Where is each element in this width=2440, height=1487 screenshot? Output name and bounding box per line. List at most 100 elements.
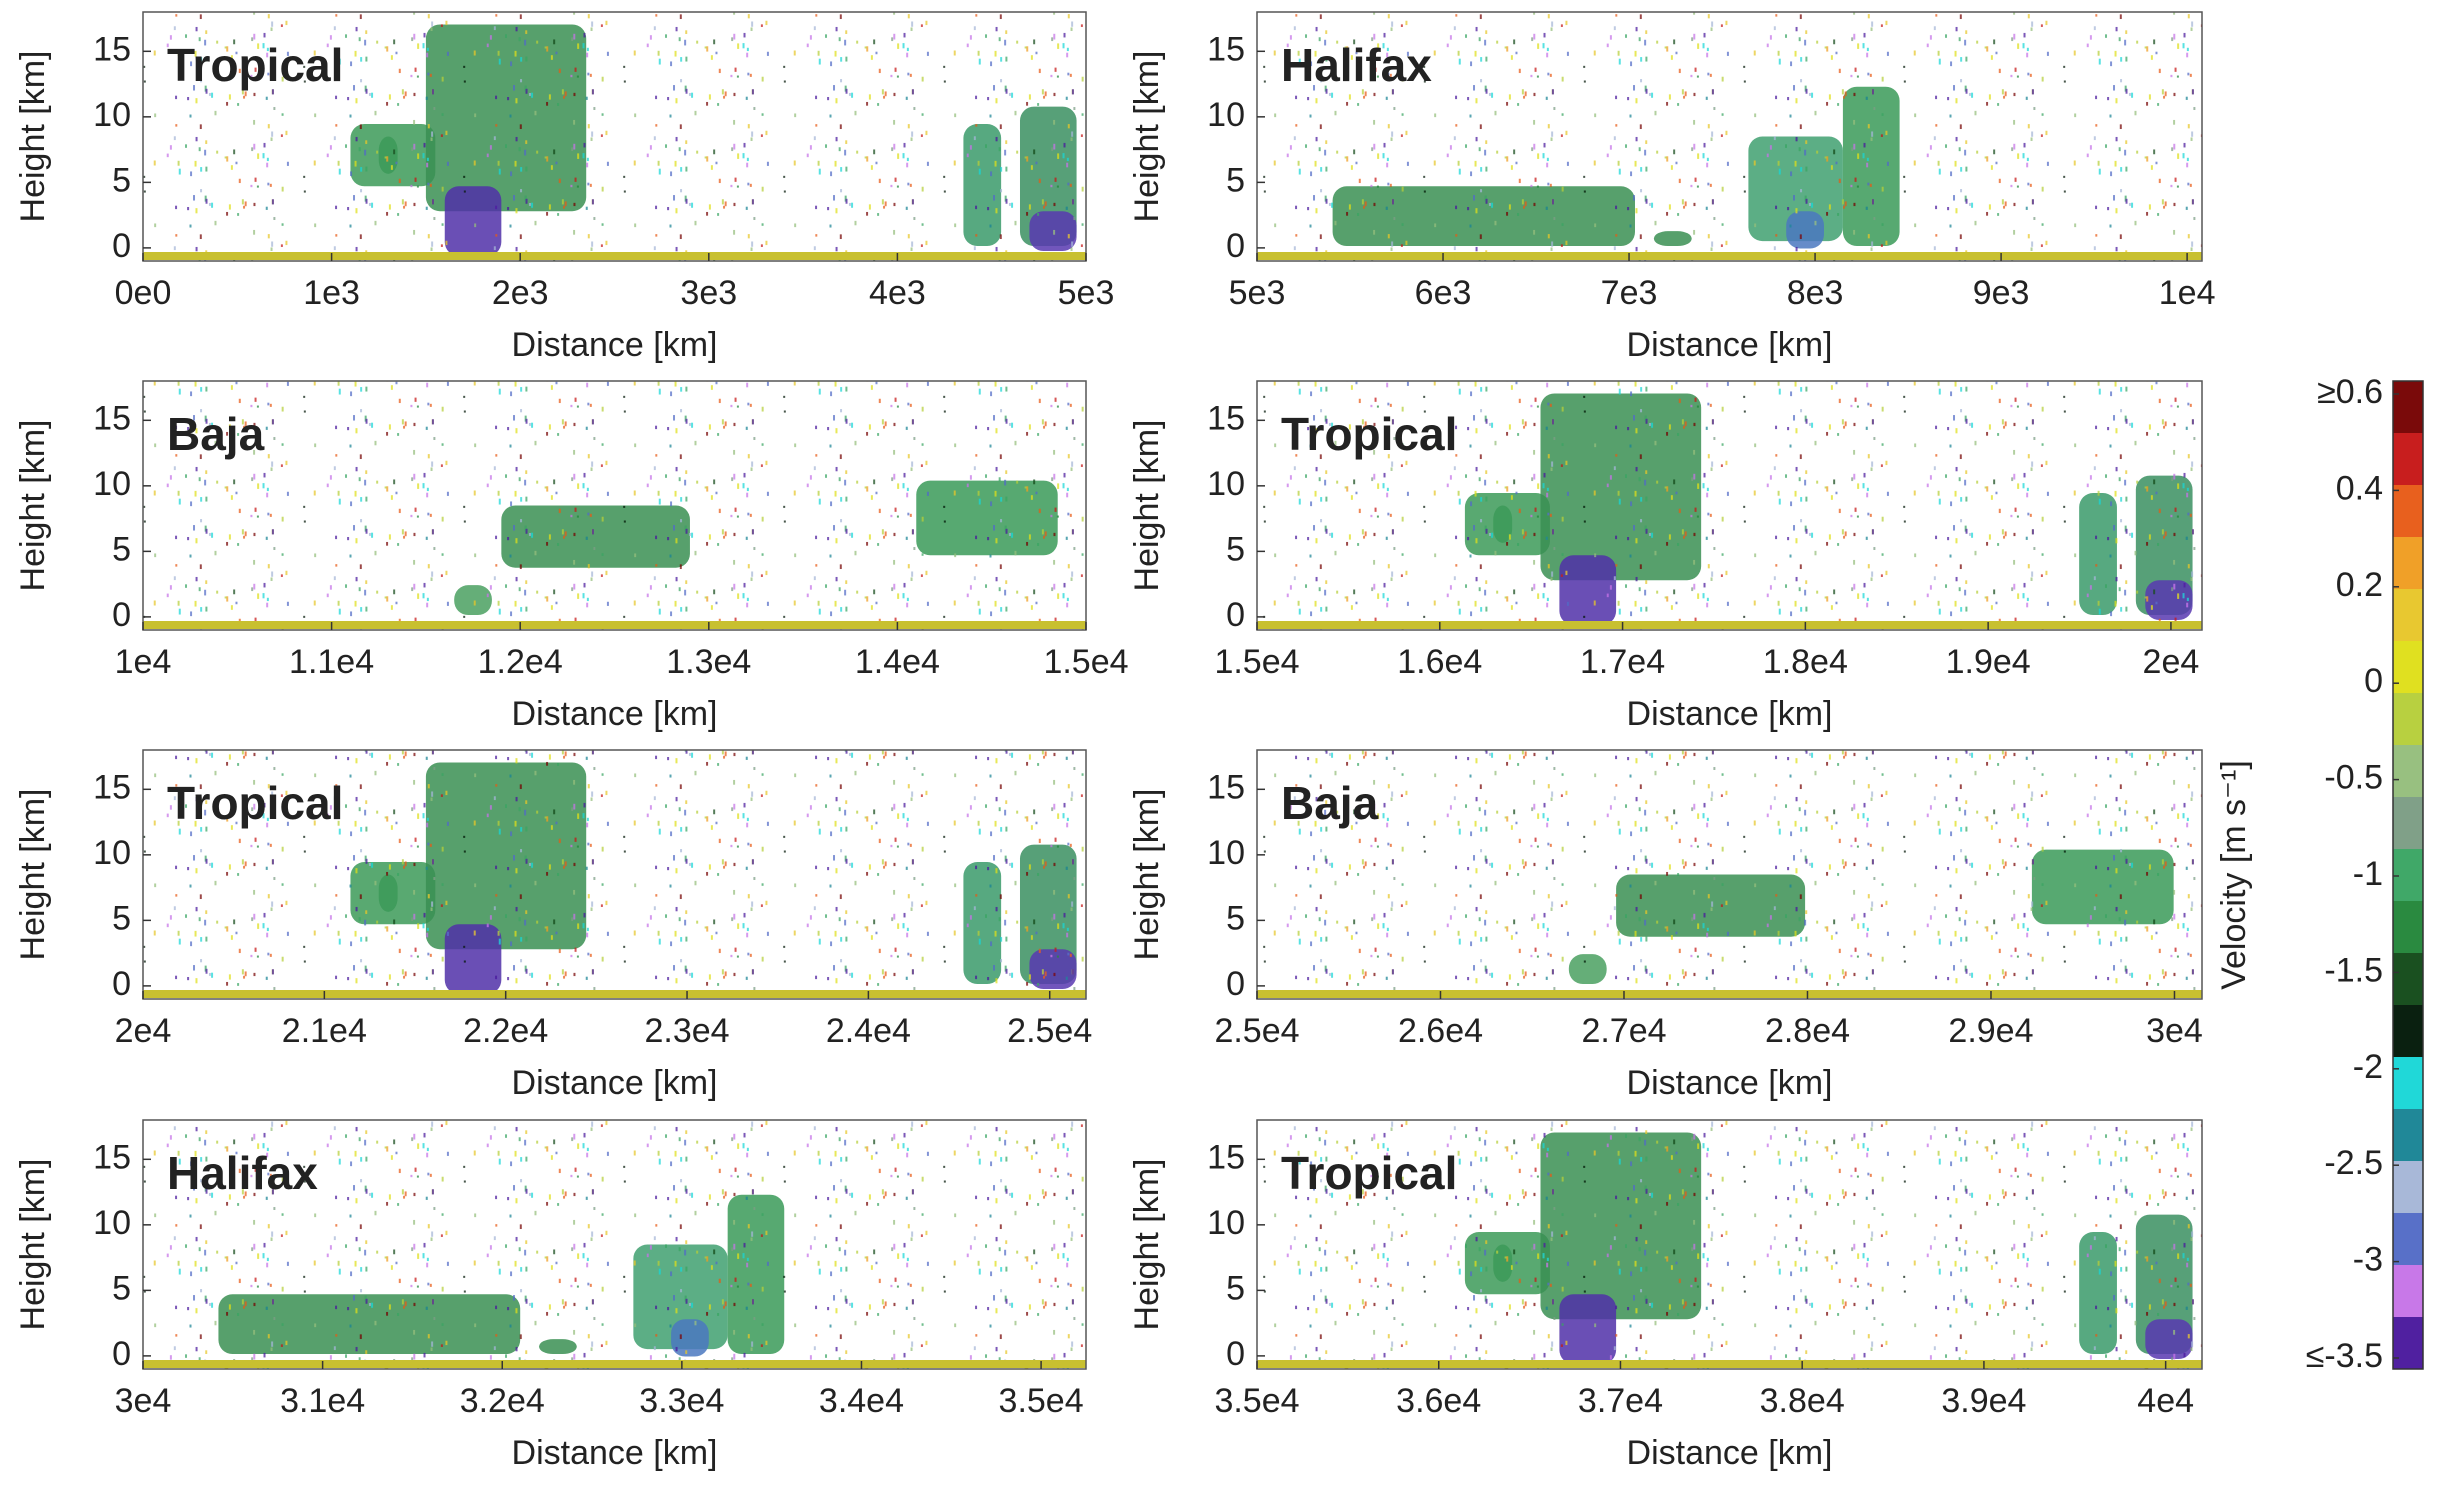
cloud-texture bbox=[1029, 211, 1077, 252]
y-tick-label: 10 bbox=[93, 96, 131, 134]
y-tick-label: 0 bbox=[112, 596, 131, 634]
surface bbox=[1257, 1360, 2202, 1368]
colorbar-swatch bbox=[2393, 1213, 2423, 1266]
y-tick-label: 15 bbox=[1207, 1138, 1245, 1176]
x-tick-label: 1.3e4 bbox=[666, 643, 751, 681]
y-tick-label: 0 bbox=[1226, 1335, 1245, 1373]
x-tick-label: 1.6e4 bbox=[1397, 643, 1482, 681]
y-axis-label: Height [km] bbox=[14, 789, 52, 961]
colorbar-tick-label: -1.5 bbox=[2324, 951, 2383, 989]
colorbar-swatch bbox=[2393, 537, 2423, 590]
panel-title: Halifax bbox=[1281, 39, 1432, 91]
surface bbox=[143, 621, 1086, 629]
y-tick-label: 5 bbox=[112, 899, 131, 937]
colorbar-swatch bbox=[2393, 1109, 2423, 1162]
x-tick-label: 3.3e4 bbox=[639, 1382, 724, 1420]
x-axis-label: Distance [km] bbox=[1627, 326, 1833, 364]
x-tick-label: 2.5e4 bbox=[1214, 1012, 1299, 1050]
colorbar-tick-label: -0.5 bbox=[2324, 759, 2383, 797]
cloud-texture bbox=[2079, 493, 2117, 616]
x-tick-label: 2.7e4 bbox=[1581, 1012, 1666, 1050]
y-axis-label: Height [km] bbox=[1128, 51, 1166, 223]
colorbar-tick-label: -1 bbox=[2353, 855, 2383, 893]
colorbar-swatch bbox=[2393, 1005, 2423, 1058]
colorbar-tick-label: -2.5 bbox=[2324, 1144, 2383, 1182]
x-axis-label: Distance [km] bbox=[512, 326, 718, 364]
colorbar-tick-label: 0.4 bbox=[2336, 469, 2383, 507]
x-tick-label: 2.1e4 bbox=[282, 1012, 367, 1050]
y-tick-label: 0 bbox=[1226, 227, 1245, 265]
x-tick-label: 2.3e4 bbox=[644, 1012, 729, 1050]
x-tick-label: 2e4 bbox=[115, 1012, 172, 1050]
plot-frame bbox=[1256, 380, 2203, 631]
y-axis-label: Height [km] bbox=[1128, 789, 1166, 961]
x-tick-label: 2.2e4 bbox=[463, 1012, 548, 1050]
y-tick-label: 5 bbox=[112, 530, 131, 568]
cloud-texture bbox=[2145, 580, 2193, 621]
y-tick-label: 5 bbox=[112, 161, 131, 199]
x-tick-label: 1.9e4 bbox=[1946, 643, 2031, 681]
surface bbox=[1257, 990, 2202, 998]
colorbar-swatch bbox=[2393, 1161, 2423, 1214]
x-tick-label: 7e3 bbox=[1601, 274, 1658, 312]
y-tick-label: 10 bbox=[93, 1204, 131, 1242]
x-tick-label: 3.7e4 bbox=[1578, 1382, 1663, 1420]
cloud-texture bbox=[1540, 393, 1702, 581]
y-axis-label: Height [km] bbox=[1128, 420, 1166, 592]
x-tick-label: 4e4 bbox=[2137, 1382, 2194, 1420]
x-tick-label: 3.6e4 bbox=[1396, 1382, 1481, 1420]
cloud-texture bbox=[2145, 1319, 2193, 1360]
x-tick-label: 3.5e4 bbox=[1214, 1382, 1299, 1420]
y-tick-label: 10 bbox=[93, 834, 131, 872]
x-tick-label: 8e3 bbox=[1787, 274, 1844, 312]
x-tick-label: 1.8e4 bbox=[1763, 643, 1848, 681]
x-axis-label: Distance [km] bbox=[512, 695, 718, 733]
y-tick-label: 0 bbox=[112, 227, 131, 265]
cloud-texture bbox=[378, 874, 398, 912]
x-axis-label: Distance [km] bbox=[1627, 695, 1833, 733]
panel-title: Tropical bbox=[1281, 408, 1457, 460]
plot-frame bbox=[142, 11, 1087, 262]
cloud-texture bbox=[727, 1194, 785, 1355]
colorbar-swatch bbox=[2393, 433, 2423, 486]
plot-frame bbox=[1256, 11, 2203, 262]
cloud-texture bbox=[1616, 874, 1806, 937]
y-tick-label: 15 bbox=[1207, 768, 1245, 806]
x-tick-label: 5e3 bbox=[1229, 274, 1286, 312]
y-tick-label: 5 bbox=[1226, 161, 1245, 199]
x-tick-label: 3.4e4 bbox=[819, 1382, 904, 1420]
x-tick-label: 9e3 bbox=[1973, 274, 2030, 312]
plot-frame bbox=[1256, 1119, 2203, 1370]
cloud-texture bbox=[2079, 1232, 2117, 1355]
x-tick-label: 1e3 bbox=[303, 274, 360, 312]
cloud-texture bbox=[1559, 1294, 1617, 1365]
y-tick-label: 15 bbox=[93, 30, 131, 68]
cloud-texture bbox=[1540, 1132, 1702, 1320]
y-tick-label: 0 bbox=[1226, 596, 1245, 634]
x-tick-label: 1.4e4 bbox=[855, 643, 940, 681]
y-tick-label: 15 bbox=[93, 768, 131, 806]
colorbar-swatch bbox=[2393, 381, 2423, 434]
y-tick-label: 5 bbox=[112, 1269, 131, 1307]
cloud-texture bbox=[501, 505, 690, 568]
y-axis-label: Height [km] bbox=[14, 1159, 52, 1331]
surface bbox=[143, 990, 1086, 998]
x-tick-label: 3.2e4 bbox=[460, 1382, 545, 1420]
cloud-texture bbox=[963, 124, 1002, 247]
x-tick-label: 2.6e4 bbox=[1398, 1012, 1483, 1050]
x-tick-label: 1.2e4 bbox=[478, 643, 563, 681]
cloud-texture bbox=[425, 24, 587, 212]
x-tick-label: 2.8e4 bbox=[1765, 1012, 1850, 1050]
y-tick-label: 10 bbox=[1207, 96, 1245, 134]
cloud-texture bbox=[1786, 211, 1824, 249]
colorbar-tick-label: -3 bbox=[2353, 1241, 2383, 1279]
colorbar-swatch bbox=[2393, 1317, 2423, 1370]
x-axis-label: Distance [km] bbox=[512, 1064, 718, 1102]
x-tick-label: 2.4e4 bbox=[826, 1012, 911, 1050]
y-tick-label: 15 bbox=[1207, 399, 1245, 437]
cloud-texture bbox=[2031, 849, 2174, 925]
colorbar-tick-label: ≥0.6 bbox=[2317, 373, 2383, 411]
panel-title: Baja bbox=[1281, 777, 1379, 829]
panel-title: Tropical bbox=[167, 39, 343, 91]
